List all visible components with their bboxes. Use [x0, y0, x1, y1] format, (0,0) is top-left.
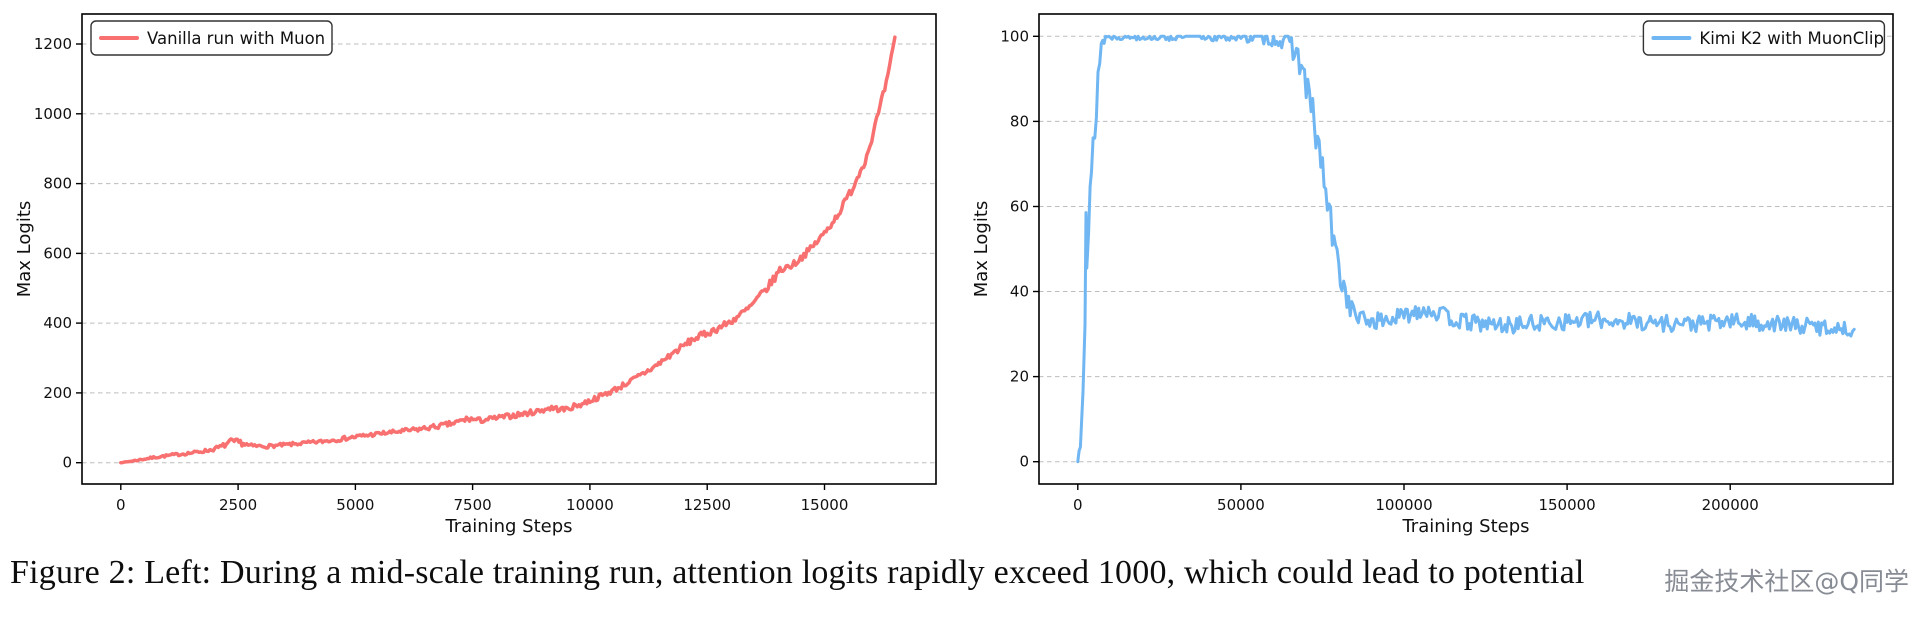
y-axis-label: Max Logits	[14, 201, 35, 298]
x-tick-label: 10000	[566, 496, 614, 514]
y-tick-label: 1000	[34, 105, 72, 123]
x-tick-label: 0	[1073, 496, 1083, 514]
x-tick-label: 12500	[683, 496, 731, 514]
grid	[1039, 35, 1893, 463]
axes	[1033, 13, 1894, 490]
grid	[82, 43, 936, 464]
legend: Vanilla run with Muon	[90, 20, 333, 56]
x-axis-label: Training Steps	[444, 516, 572, 537]
x-tick-label: 2500	[219, 496, 257, 514]
y-tick-label: 400	[43, 314, 72, 332]
tick-labels: 0 50000 100000 150000 200000 0 20 40 60 80 100	[1000, 27, 1758, 514]
x-tick-label: 5000	[336, 496, 374, 514]
y-tick-label: 60	[1010, 197, 1029, 215]
y-tick-label: 100	[1000, 27, 1029, 45]
charts-row: 0 2500 5000 7500 10000 12500 15000 0 200 400 600 80…	[10, 0, 1907, 548]
chart-svg: 0 50000 100000 150000 200000 0 20 40 60 80 100 Trai…	[971, 13, 1894, 537]
y-tick-label: 0	[62, 454, 72, 472]
y-tick-label: 80	[1010, 112, 1029, 130]
y-tick-label: 20	[1010, 368, 1029, 386]
y-tick-label: 1200	[34, 35, 72, 53]
y-tick-label: 40	[1010, 282, 1029, 300]
series-line	[1076, 34, 1856, 464]
x-tick-label: 0	[116, 496, 126, 514]
legend-label: Kimi K2 with MuonClip	[1699, 29, 1884, 48]
tick-labels: 0 2500 5000 7500 10000 12500 15000 0 200 400 600 80…	[34, 35, 849, 514]
y-tick-label: 0	[1019, 453, 1029, 471]
x-tick-label: 200000	[1702, 496, 1759, 514]
x-tick-label: 7500	[454, 496, 492, 514]
y-axis-label: Max Logits	[971, 201, 992, 298]
chart-svg: 0 2500 5000 7500 10000 12500 15000 0 200 400 600 80…	[14, 13, 937, 537]
x-tick-label: 150000	[1538, 496, 1595, 514]
x-tick-label: 15000	[801, 496, 849, 514]
y-tick-label: 200	[43, 384, 72, 402]
axes	[76, 13, 937, 490]
y-tick-label: 800	[43, 175, 72, 193]
x-tick-label: 50000	[1217, 496, 1265, 514]
legend-label: Vanilla run with Muon	[147, 29, 325, 48]
figure-caption: Figure 2: Left: During a mid-scale train…	[0, 548, 1917, 592]
chart-vanilla-muon: 0 2500 5000 7500 10000 12500 15000 0 200 400 600 80…	[10, 0, 950, 548]
chart-kimi-muonclip: 0 50000 100000 150000 200000 0 20 40 60 80 100 Trai…	[967, 0, 1907, 548]
y-tick-label: 600	[43, 244, 72, 262]
legend: Kimi K2 with MuonClip	[1642, 20, 1886, 56]
caption-text: Figure 2: Left: During a mid-scale train…	[10, 554, 1585, 591]
x-axis-label: Training Steps	[1401, 516, 1529, 537]
series-line	[119, 35, 897, 465]
x-tick-label: 100000	[1375, 496, 1432, 514]
